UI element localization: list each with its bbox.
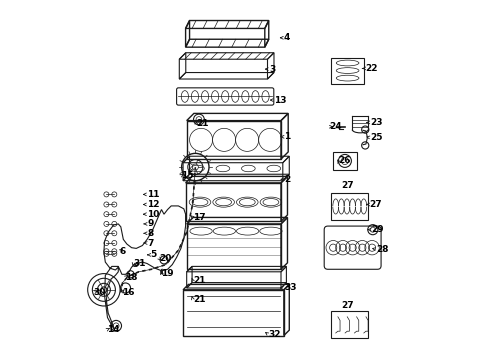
Text: 21: 21 [193, 276, 205, 285]
Text: 30: 30 [94, 288, 106, 297]
Text: 1: 1 [284, 132, 290, 141]
Text: 28: 28 [376, 245, 389, 253]
Text: 5: 5 [151, 251, 157, 259]
Text: 25: 25 [370, 133, 383, 142]
Text: 23: 23 [370, 118, 383, 127]
Text: 9: 9 [147, 219, 153, 228]
Text: 3: 3 [270, 65, 276, 74]
Text: 31: 31 [133, 259, 146, 268]
Bar [331, 58, 364, 84]
Text: 10: 10 [147, 210, 159, 219]
Text: 32: 32 [269, 330, 281, 339]
Bar [331, 193, 368, 220]
Text: 21: 21 [196, 118, 209, 127]
Text: 15: 15 [181, 171, 194, 180]
Text: 13: 13 [274, 95, 287, 104]
Text: 27: 27 [342, 301, 354, 310]
Text: 33: 33 [284, 284, 296, 292]
Text: 19: 19 [162, 269, 174, 278]
Text: 17: 17 [193, 213, 205, 222]
Text: 14: 14 [107, 325, 120, 334]
Text: 29: 29 [371, 225, 384, 234]
Bar [331, 311, 368, 338]
Text: 27: 27 [369, 200, 382, 209]
Text: 12: 12 [147, 200, 160, 209]
Text: 7: 7 [147, 238, 153, 248]
Text: 22: 22 [365, 64, 378, 73]
Text: 4: 4 [284, 33, 290, 42]
Text: 16: 16 [122, 288, 134, 297]
Text: 27: 27 [342, 181, 354, 190]
Text: 6: 6 [120, 247, 126, 256]
Text: 2: 2 [285, 175, 291, 184]
Text: 26: 26 [339, 156, 351, 165]
Bar [333, 152, 357, 170]
Text: 8: 8 [147, 229, 153, 238]
Text: 11: 11 [147, 190, 160, 199]
Text: 21: 21 [193, 295, 205, 304]
Text: 18: 18 [125, 273, 138, 282]
Text: 20: 20 [159, 254, 171, 263]
Text: 24: 24 [329, 122, 342, 131]
